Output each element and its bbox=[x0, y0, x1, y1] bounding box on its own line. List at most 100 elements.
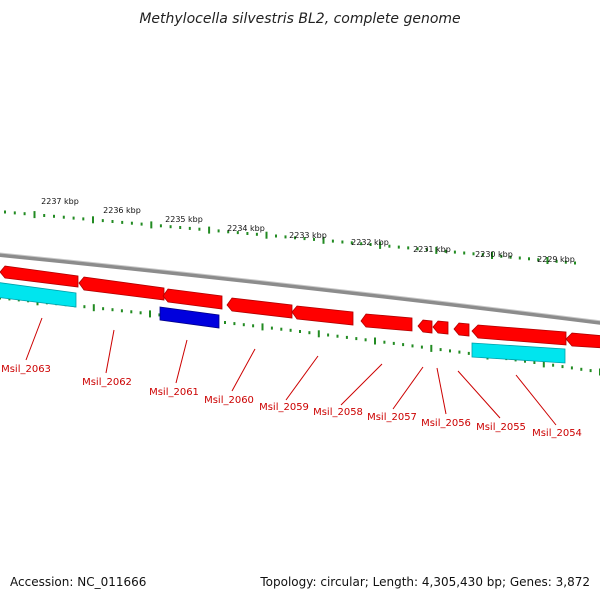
minor-tick bbox=[518, 256, 521, 260]
minor-tick bbox=[369, 243, 372, 246]
minor-tick bbox=[341, 240, 344, 244]
kbp-label: 2232 kbp bbox=[351, 238, 389, 247]
minor-tick bbox=[360, 242, 363, 246]
minor-tick bbox=[327, 333, 330, 337]
minor-tick bbox=[528, 257, 530, 261]
minor-tick bbox=[481, 253, 484, 257]
minor-tick bbox=[158, 313, 161, 317]
minor-tick bbox=[444, 249, 447, 253]
gene-label: Msil_2059 bbox=[259, 402, 309, 413]
minor-tick bbox=[453, 250, 456, 254]
minor-tick bbox=[13, 211, 16, 215]
major-tick bbox=[208, 226, 211, 234]
minor-tick bbox=[524, 359, 526, 363]
minor-tick bbox=[82, 217, 85, 221]
kbp-label: 2236 kbp bbox=[103, 206, 141, 215]
minor-tick bbox=[537, 258, 540, 262]
gene-label: Msil_2063 bbox=[1, 364, 51, 375]
major-tick bbox=[379, 241, 382, 249]
cds-feature bbox=[0, 265, 79, 288]
minor-tick bbox=[425, 248, 428, 252]
kbp-label: 2234 kbp bbox=[227, 224, 265, 233]
minor-tick bbox=[102, 307, 105, 311]
minor-tick bbox=[130, 221, 133, 225]
minor-tick bbox=[242, 323, 245, 327]
cds-feature bbox=[432, 320, 449, 335]
outer-tick-ring bbox=[4, 210, 576, 265]
minor-tick bbox=[416, 247, 419, 251]
minor-tick bbox=[140, 222, 143, 226]
minor-tick bbox=[120, 309, 123, 313]
major-tick bbox=[542, 360, 545, 368]
minor-tick bbox=[169, 225, 172, 229]
minor-tick bbox=[589, 369, 592, 373]
major-tick bbox=[546, 257, 549, 264]
minor-tick bbox=[111, 220, 114, 223]
cds-feature bbox=[291, 305, 354, 326]
minor-tick bbox=[402, 343, 405, 347]
gene-label: Msil_2055 bbox=[476, 422, 526, 433]
rna-feature bbox=[471, 342, 566, 364]
minor-tick bbox=[289, 328, 292, 332]
leader-line bbox=[285, 355, 319, 401]
minor-tick bbox=[139, 311, 142, 315]
minor-tick bbox=[364, 338, 367, 342]
minor-tick bbox=[411, 344, 414, 348]
gene-label: Msil_2061 bbox=[149, 387, 199, 398]
minor-tick bbox=[355, 337, 358, 341]
major-tick bbox=[491, 252, 493, 259]
accession-text: Accession: NC_011666 bbox=[10, 575, 146, 589]
minor-tick bbox=[43, 214, 46, 217]
minor-tick bbox=[388, 244, 391, 248]
leader-line bbox=[231, 348, 256, 392]
map-title: Methylocella silvestris BL2, complete ge… bbox=[139, 11, 460, 27]
minor-tick bbox=[62, 215, 65, 219]
minor-tick bbox=[121, 220, 124, 224]
minor-tick bbox=[255, 232, 258, 236]
minor-tick bbox=[313, 237, 315, 241]
minor-tick bbox=[463, 251, 466, 255]
kbp-label: 2233 kbp bbox=[289, 231, 327, 240]
minor-tick bbox=[383, 340, 386, 344]
rna-feature bbox=[0, 282, 77, 308]
minor-tick bbox=[336, 334, 339, 338]
minor-tick bbox=[72, 216, 75, 220]
minor-tick bbox=[458, 350, 461, 354]
minor-tick bbox=[533, 361, 536, 364]
major-tick bbox=[317, 330, 320, 338]
minor-tick bbox=[159, 224, 162, 228]
major-tick bbox=[150, 221, 153, 229]
minor-tick bbox=[561, 365, 564, 369]
minor-tick bbox=[252, 324, 255, 328]
minor-tick bbox=[500, 254, 503, 258]
minor-tick bbox=[331, 239, 334, 243]
minor-tick bbox=[224, 321, 226, 324]
minor-tick bbox=[564, 260, 567, 264]
minor-tick bbox=[439, 348, 442, 352]
minor-tick bbox=[407, 246, 410, 250]
gene-label: Msil_2056 bbox=[421, 418, 471, 429]
kbp-label: 2230 kbp bbox=[475, 250, 513, 259]
minor-tick bbox=[101, 219, 104, 223]
leader-line bbox=[340, 363, 383, 406]
gene-label: Msil_2060 bbox=[204, 395, 254, 406]
minor-tick bbox=[552, 363, 555, 367]
minor-tick bbox=[299, 330, 301, 333]
minor-tick bbox=[392, 341, 395, 345]
gene-label: Msil_2062 bbox=[82, 377, 132, 388]
gene-label: Msil_2058 bbox=[313, 407, 363, 418]
leader-line bbox=[105, 329, 115, 374]
minor-tick bbox=[280, 327, 283, 331]
minor-tick bbox=[246, 232, 249, 235]
major-tick bbox=[374, 337, 376, 345]
blue-feature bbox=[159, 306, 220, 329]
minor-tick bbox=[198, 227, 201, 231]
kbp-label: 2229 kbp bbox=[537, 255, 575, 264]
cds-feature bbox=[360, 313, 413, 332]
major-tick bbox=[33, 211, 36, 219]
minor-tick bbox=[350, 241, 353, 245]
minor-tick bbox=[303, 237, 306, 241]
leader-line bbox=[436, 367, 447, 415]
major-tick bbox=[322, 236, 325, 244]
